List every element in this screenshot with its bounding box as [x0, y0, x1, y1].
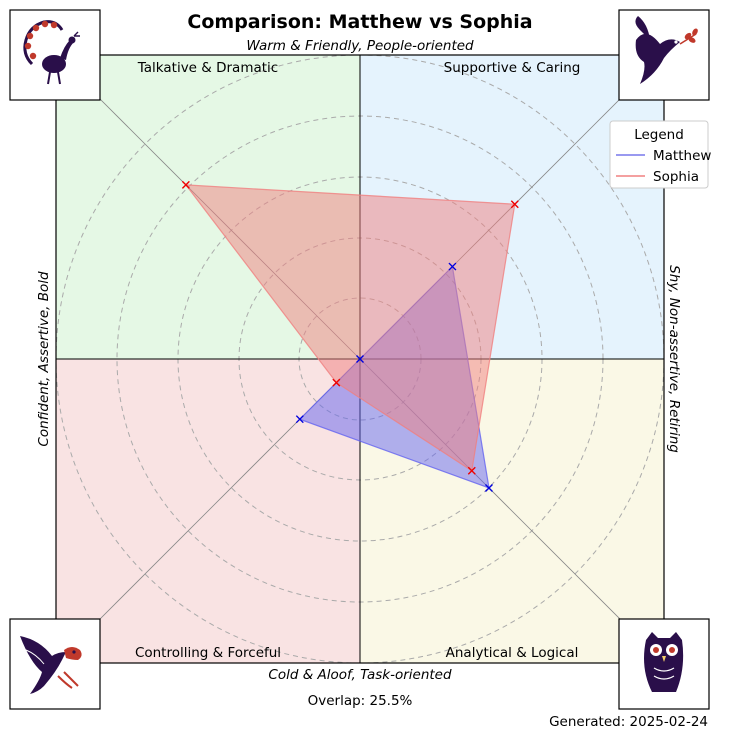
- dove-icon: [618, 9, 710, 101]
- data-point-sophia-controlling-forceful: [332, 378, 341, 387]
- quadrant-label-bottom-left: Controlling & Forceful: [135, 645, 281, 661]
- plot-frame: [55, 54, 665, 664]
- data-point-matthew-controlling-forceful: [295, 415, 304, 424]
- chart-title: Comparison: Matthew vs Sophia: [187, 11, 532, 33]
- axis-label-left: Confident, Assertive, Bold: [36, 271, 52, 447]
- data-point-matthew-talkative-dramatic: [356, 355, 364, 363]
- axis-label-top: Warm & Friendly, People-oriented: [246, 38, 474, 54]
- quadrant-label-top-left: Talkative & Dramatic: [137, 60, 278, 76]
- peacock-icon: [9, 9, 101, 101]
- data-point-matthew-supportive-caring: [448, 262, 457, 271]
- data-point-matthew-analytical-logical: [484, 483, 493, 492]
- generated-text: Generated: 2025-02-24: [549, 714, 708, 730]
- series-layer: [181, 180, 519, 492]
- quadrant-label-top-right: Supportive & Caring: [444, 60, 581, 76]
- quadrant-label-bottom-right: Analytical & Logical: [446, 645, 579, 661]
- data-point-sophia-talkative-dramatic: [181, 180, 190, 189]
- axis-label-right: Shy, Non-assertive, Retiring: [666, 265, 682, 453]
- data-point-sophia-analytical-logical: [467, 466, 476, 475]
- legend-label-sophia: Sophia: [653, 169, 699, 185]
- legend-box: [609, 120, 709, 189]
- axis-label-bottom: Cold & Aloof, Task-oriented: [268, 667, 452, 683]
- data-point-sophia-supportive-caring: [510, 200, 519, 209]
- legend: Legend Matthew Sophia: [609, 120, 711, 189]
- owl-icon: [618, 618, 710, 710]
- eagle-icon: [9, 618, 101, 710]
- legend-label-matthew: Matthew: [653, 148, 711, 164]
- legend-title: Legend: [634, 127, 684, 143]
- overlap-text: Overlap: 25.5%: [308, 693, 413, 709]
